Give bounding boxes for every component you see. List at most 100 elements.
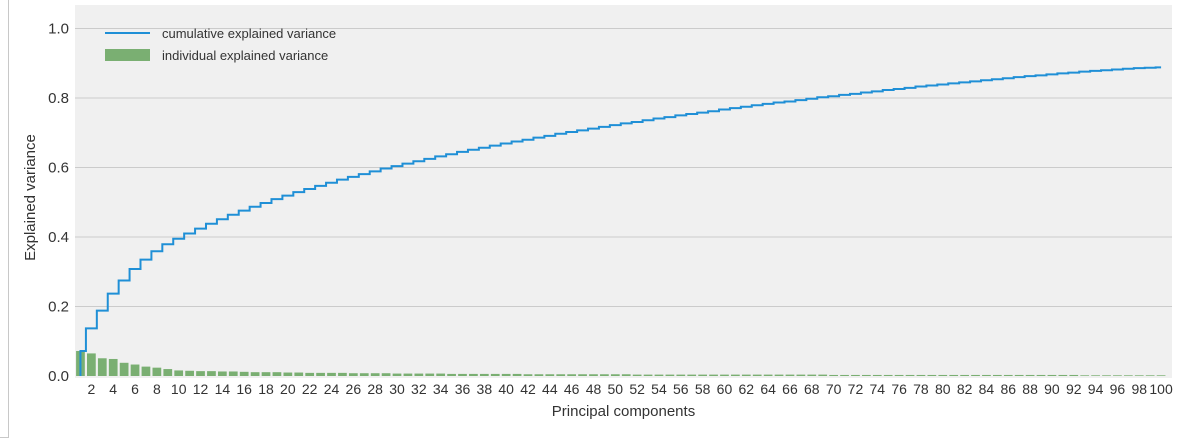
variance-bar [1102,375,1111,376]
x-tick-label: 70 [826,381,842,397]
variance-bar [87,353,96,376]
variance-bar [512,373,522,376]
variance-bar [108,358,118,376]
variance-bar [829,374,838,376]
variance-bar [632,374,642,376]
variance-bar [578,374,587,376]
variance-bar [174,370,184,376]
x-tick-label: 16 [236,381,252,397]
x-tick-label: 50 [608,381,624,397]
x-tick-label: 26 [346,381,362,397]
variance-bar [327,372,336,376]
y-tick-label: 0.8 [48,90,69,107]
variance-bar [1036,374,1046,376]
x-tick-label: 22 [302,381,318,397]
x-tick-label: 28 [367,381,383,397]
variance-bar [479,373,489,376]
x-tick-label: 58 [695,381,711,397]
x-tick-label: 54 [651,381,667,397]
variance-bar [1123,375,1133,376]
x-tick-label: 6 [131,381,139,397]
variance-bar [763,374,773,376]
x-tick-label: 98 [1131,381,1147,397]
variance-bar [228,371,238,376]
x-tick-label: 72 [848,381,864,397]
variance-bar [741,374,751,376]
variance-bar [1134,375,1144,376]
x-tick-label: 56 [673,381,689,397]
x-tick-label: 12 [193,381,209,397]
x-tick-label: 10 [171,381,187,397]
variance-bar [840,374,849,376]
variance-bar [359,373,369,376]
x-tick-label: 36 [455,381,471,397]
variance-bar [709,374,718,376]
x-tick-label: 24 [324,381,340,397]
x-tick-label: 52 [629,381,645,397]
variance-bar [1091,375,1100,376]
x-tick-label: 34 [433,381,449,397]
variance-bar [436,373,446,376]
variance-bar [927,374,937,376]
y-tick-label: 0.4 [48,229,69,246]
variance-bar [403,373,413,376]
variance-bar [392,373,402,376]
x-tick-label: 92 [1066,381,1082,397]
variance-bar [152,367,162,376]
variance-bar [643,374,653,376]
variance-bar [545,374,555,376]
variance-bar [207,371,216,376]
variance-bar [982,374,991,376]
variance-bar [1058,374,1068,376]
variance-bar [807,374,817,376]
variance-bar [916,374,926,376]
variance-bar [501,373,511,376]
variance-bar [905,374,915,376]
variance-bar [458,373,467,376]
x-tick-label: 30 [389,381,405,397]
variance-bar [250,372,260,376]
variance-bar [414,373,424,376]
variance-bar [851,374,860,376]
variance-bar [141,366,151,376]
y-tick-label: 1.0 [48,21,69,38]
variance-bar [316,372,325,376]
variance-bar [196,371,205,376]
variance-bar [130,364,140,376]
x-tick-label: 84 [979,381,995,397]
x-tick-label: 96 [1110,381,1126,397]
variance-bar [370,373,380,376]
x-tick-label: 2 [87,381,95,397]
x-tick-label: 86 [1000,381,1016,397]
variance-bar [567,374,577,376]
variance-bar [1025,374,1035,376]
variance-bar [883,374,893,376]
x-tick-label: 42 [520,381,536,397]
x-tick-label: 78 [913,381,929,397]
x-tick-label: 44 [542,381,558,397]
x-tick-label: 82 [957,381,973,397]
variance-bar [1047,374,1057,376]
x-tick-label: 76 [891,381,907,397]
variance-bar [1156,375,1166,376]
x-tick-label: 80 [935,381,951,397]
variance-bar [610,374,620,376]
variance-bar [654,374,664,376]
variance-bar [894,374,904,376]
x-tick-label: 20 [280,381,296,397]
legend-label-cumulative: cumulative explained variance [162,26,336,41]
x-tick-label: 46 [564,381,580,397]
variance-bar [283,372,293,376]
variance-bar [949,374,959,376]
x-axis-label: Principal components [552,403,695,420]
variance-bar [720,374,729,376]
x-tick-label: 4 [109,381,117,397]
x-tick-label: 32 [411,381,427,397]
y-tick-label: 0.2 [48,299,69,316]
variance-bar [698,374,708,376]
variance-bar [469,373,478,376]
variance-bar [97,358,107,376]
variance-bar [1080,375,1090,376]
variance-bar [1069,374,1079,376]
